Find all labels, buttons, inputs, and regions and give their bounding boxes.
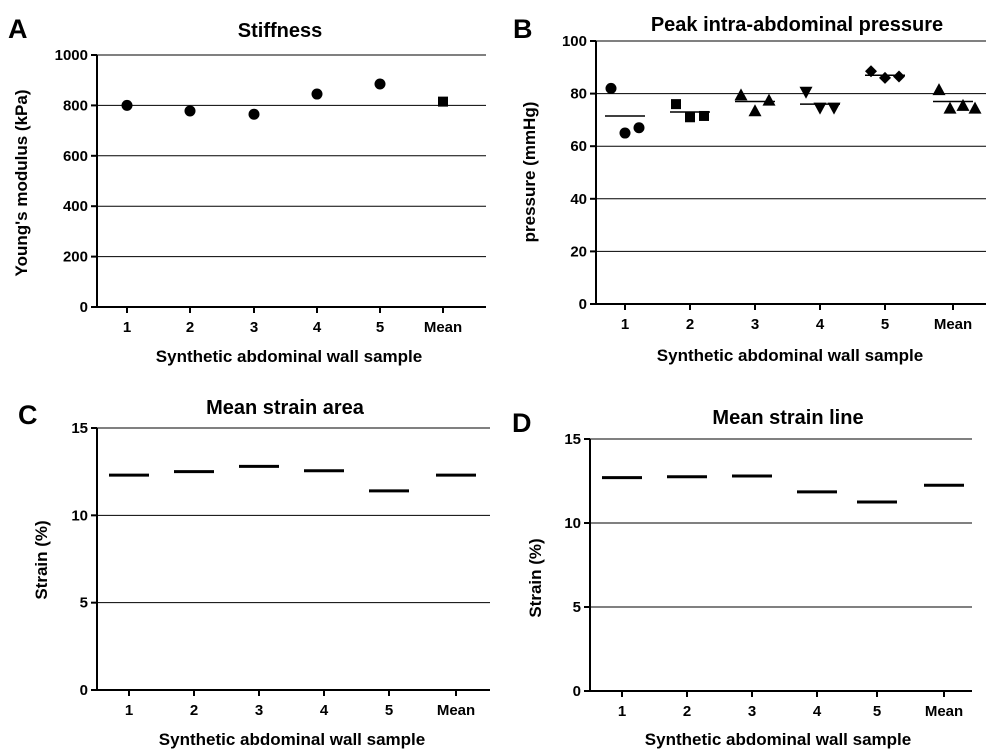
data-point: [619, 127, 631, 139]
y-tick-label: 800: [63, 97, 88, 114]
data-point: [827, 102, 841, 115]
x-axis-label: Synthetic abdominal wall sample: [645, 730, 911, 749]
y-tick-label: 600: [63, 148, 88, 165]
y-tick-label: 400: [63, 198, 88, 215]
data-point: [374, 78, 386, 90]
x-axis-label: Synthetic abdominal wall sample: [159, 730, 425, 749]
panel-c: C Mean strain area Strain (%) Synthetic …: [18, 397, 490, 749]
x-axis-label: Synthetic abdominal wall sample: [156, 347, 422, 366]
x-tick-label: 4: [816, 316, 825, 333]
chart-title: Mean strain line: [712, 407, 863, 429]
panel-letter: D: [512, 408, 532, 438]
x-tick-label: 5: [873, 703, 881, 720]
x-tick-label: 5: [385, 702, 393, 719]
y-tick-label: 1000: [55, 47, 88, 64]
chart-title: Stiffness: [238, 20, 322, 42]
x-tick-label: Mean: [424, 319, 462, 336]
data-point: [813, 102, 827, 115]
data-point: [699, 110, 709, 121]
y-tick-label: 0: [573, 683, 581, 700]
x-tick-label: 1: [621, 316, 629, 333]
data-point: [605, 82, 617, 94]
data-point: [865, 65, 877, 78]
y-axis-label: pressure (mmHg): [520, 102, 539, 243]
y-tick-label: 10: [564, 515, 581, 532]
y-tick-label: 5: [573, 599, 581, 616]
y-tick-label: 15: [71, 420, 88, 437]
data-point: [762, 93, 776, 106]
x-tick-label: 3: [250, 319, 258, 336]
panel-letter: C: [18, 400, 38, 430]
data-point: [879, 71, 891, 84]
data-point: [956, 98, 970, 111]
x-tick-label: 4: [813, 703, 822, 720]
x-tick-label: 3: [751, 316, 759, 333]
data-point: [685, 112, 695, 123]
x-tick-label: Mean: [934, 316, 972, 333]
y-tick-label: 100: [562, 33, 587, 50]
x-tick-label: Mean: [925, 703, 963, 720]
x-tick-label: 5: [881, 316, 889, 333]
y-tick-label: 5: [80, 595, 88, 612]
x-tick-label: 4: [313, 319, 322, 336]
data-point: [438, 96, 448, 107]
data-point: [121, 99, 133, 111]
y-axis-label: Strain (%): [32, 520, 51, 599]
y-tick-label: 0: [579, 296, 587, 313]
panel-b: B Peak intra-abdominal pressure pressure…: [513, 14, 986, 365]
data-point: [968, 101, 982, 114]
x-tick-label: 4: [320, 702, 329, 719]
data-point: [799, 86, 813, 99]
chart-title: Mean strain area: [206, 397, 365, 419]
y-tick-label: 0: [80, 299, 88, 316]
x-tick-label: 2: [683, 703, 691, 720]
x-tick-label: 2: [186, 319, 194, 336]
x-tick-label: 1: [123, 319, 131, 336]
data-point: [932, 83, 946, 96]
data-point: [311, 88, 323, 100]
data-point: [893, 70, 905, 83]
x-tick-label: 1: [125, 702, 133, 719]
data-point: [184, 105, 196, 117]
panel-a: A Stiffness Young's modulus (kPa) Synthe…: [8, 14, 486, 366]
x-axis-label: Synthetic abdominal wall sample: [657, 346, 923, 365]
x-tick-label: 3: [255, 702, 263, 719]
y-tick-label: 40: [570, 191, 587, 208]
panel-d: D Mean strain line Strain (%) Synthetic …: [512, 407, 972, 749]
x-tick-label: 3: [748, 703, 756, 720]
y-tick-label: 60: [570, 138, 587, 155]
panel-letter: A: [8, 14, 28, 44]
x-tick-label: 2: [686, 316, 694, 333]
data-point: [671, 99, 681, 110]
y-tick-label: 0: [80, 682, 88, 699]
data-point: [734, 88, 748, 101]
data-point: [943, 101, 957, 114]
data-point: [248, 108, 260, 120]
data-point: [633, 122, 645, 134]
y-axis-label: Young's modulus (kPa): [12, 90, 31, 277]
y-tick-label: 80: [570, 86, 587, 103]
chart-title: Peak intra-abdominal pressure: [651, 14, 943, 36]
y-axis-label: Strain (%): [526, 538, 545, 617]
x-tick-label: 2: [190, 702, 198, 719]
panel-letter: B: [513, 14, 533, 44]
x-tick-label: 1: [618, 703, 626, 720]
x-tick-label: Mean: [437, 702, 475, 719]
y-tick-label: 20: [570, 243, 587, 260]
y-tick-label: 200: [63, 249, 88, 266]
x-tick-label: 5: [376, 319, 384, 336]
y-tick-label: 10: [71, 507, 88, 524]
y-tick-label: 15: [564, 431, 581, 448]
data-point: [748, 104, 762, 117]
